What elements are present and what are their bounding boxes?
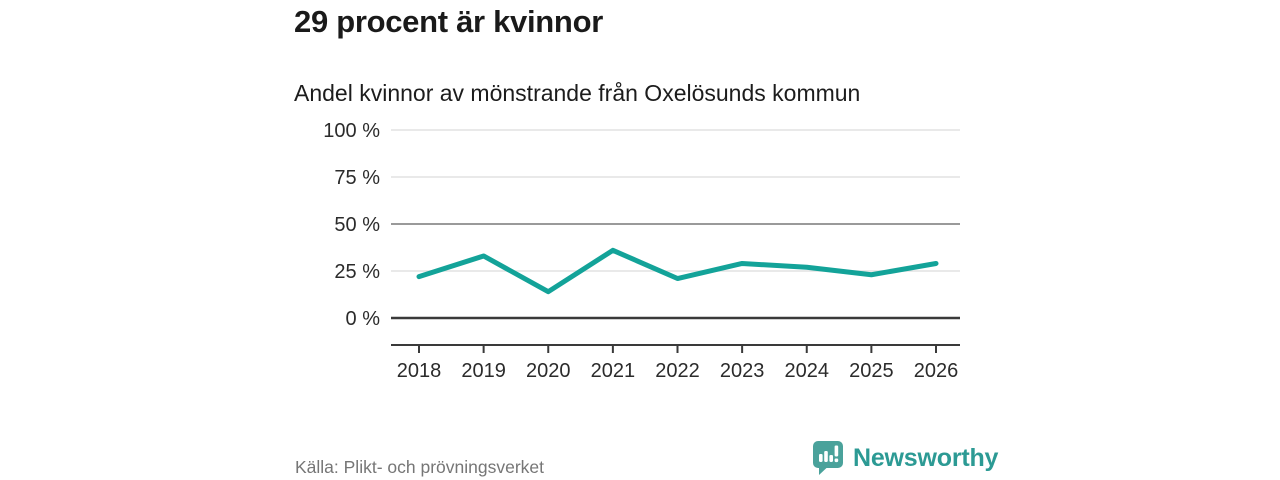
logo-bar-1 (819, 454, 823, 462)
source-note: Källa: Plikt- och prövningsverket (295, 457, 544, 477)
line-chart: 0 % 25 % 50 % 75 % 100 % 2018 2019 2020 2021 2022… (323, 120, 960, 382)
x-tick-label: 2021 (591, 360, 636, 382)
logo-bar-2 (824, 451, 828, 462)
y-tick-label: 25 % (334, 261, 380, 283)
logo-bubble (813, 441, 843, 475)
x-tick-label: 2018 (397, 360, 442, 382)
logo-exclamation-stem (834, 445, 839, 457)
y-tick-label: 0 % (346, 308, 381, 330)
y-tick-label: 100 % (323, 120, 380, 142)
data-line (416, 247, 939, 295)
x-tick-label: 2023 (720, 360, 765, 382)
logo-exclamation-dot (834, 458, 839, 463)
x-tick-label: 2020 (526, 360, 571, 382)
x-tick-label: 2026 (914, 360, 959, 382)
page-title: 29 procent är kvinnor (294, 4, 603, 39)
brand-name: Newsworthy (853, 443, 999, 472)
x-tick-label: 2024 (785, 360, 830, 382)
x-tick-label: 2022 (655, 360, 700, 382)
y-tick-label: 50 % (334, 214, 380, 236)
x-tick-label: 2019 (461, 360, 506, 382)
y-tick-label: 75 % (334, 167, 380, 189)
x-tick-label: 2025 (849, 360, 894, 382)
newsworthy-logo-icon (813, 441, 843, 475)
brand-logo: Newsworthy (813, 441, 998, 475)
logo-bar-3 (829, 455, 833, 462)
chart-subtitle: Andel kvinnor av mönstrande från Oxelösu… (294, 80, 861, 106)
